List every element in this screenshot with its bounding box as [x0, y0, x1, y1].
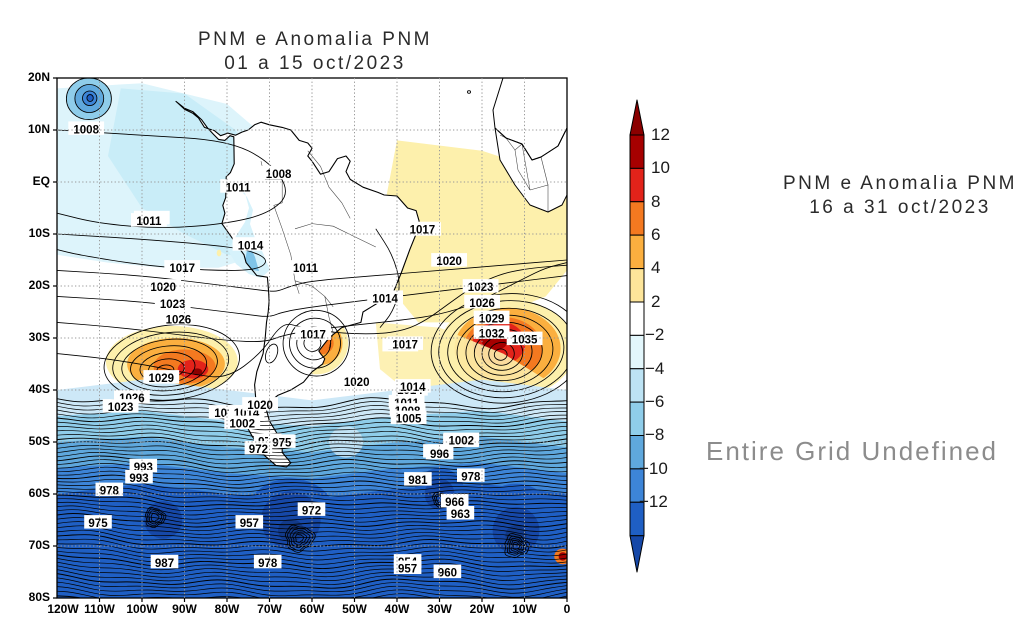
- svg-text:10: 10: [651, 158, 670, 177]
- svg-text:60W: 60W: [300, 602, 325, 616]
- svg-text:60S: 60S: [29, 486, 50, 500]
- svg-text:50W: 50W: [342, 602, 367, 616]
- svg-text:100W: 100W: [126, 602, 158, 616]
- svg-text:80W: 80W: [215, 602, 240, 616]
- svg-text:4: 4: [651, 258, 660, 277]
- svg-text:−12: −12: [639, 492, 668, 511]
- svg-text:EQ: EQ: [33, 174, 50, 188]
- svg-text:20W: 20W: [470, 602, 495, 616]
- svg-text:40W: 40W: [385, 602, 410, 616]
- svg-text:40S: 40S: [29, 382, 50, 396]
- svg-text:10W: 10W: [512, 602, 537, 616]
- svg-text:20S: 20S: [29, 278, 50, 292]
- svg-text:12: 12: [651, 125, 670, 144]
- svg-text:2: 2: [651, 292, 660, 311]
- svg-text:120W: 120W: [47, 602, 79, 616]
- svg-text:8: 8: [651, 192, 660, 211]
- svg-text:−6: −6: [645, 392, 664, 411]
- svg-text:90W: 90W: [172, 602, 197, 616]
- svg-text:−8: −8: [645, 425, 664, 444]
- svg-text:70S: 70S: [29, 538, 50, 552]
- svg-text:70W: 70W: [257, 602, 282, 616]
- svg-text:50S: 50S: [29, 434, 50, 448]
- svg-text:30S: 30S: [29, 330, 50, 344]
- svg-text:20N: 20N: [28, 70, 50, 84]
- svg-text:−10: −10: [639, 459, 668, 478]
- svg-text:−4: −4: [645, 359, 664, 378]
- svg-text:10S: 10S: [29, 226, 50, 240]
- svg-text:30W: 30W: [427, 602, 452, 616]
- svg-text:0: 0: [564, 602, 571, 616]
- svg-text:−2: −2: [645, 325, 664, 344]
- svg-text:110W: 110W: [84, 602, 115, 616]
- svg-text:6: 6: [651, 225, 660, 244]
- svg-text:10N: 10N: [28, 122, 50, 136]
